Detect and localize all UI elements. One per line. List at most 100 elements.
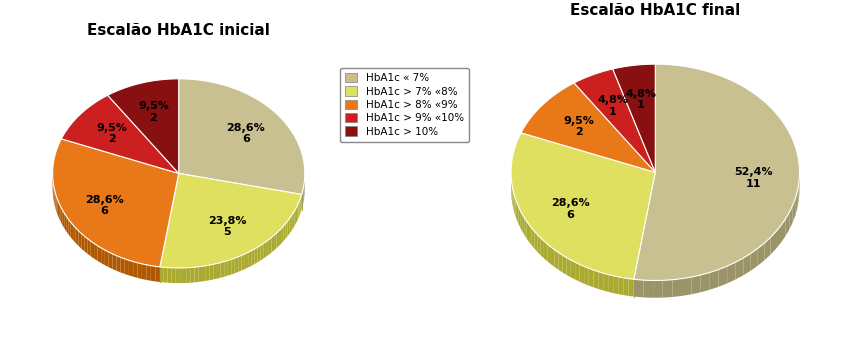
Text: 23,8%
5: 23,8% 5 bbox=[208, 216, 246, 237]
Polygon shape bbox=[672, 279, 682, 297]
Polygon shape bbox=[94, 244, 98, 261]
Polygon shape bbox=[283, 224, 286, 241]
Polygon shape bbox=[209, 264, 214, 280]
Polygon shape bbox=[682, 277, 691, 296]
Title: Escalão HbA1C inicial: Escalão HbA1C inicial bbox=[88, 23, 270, 39]
Polygon shape bbox=[735, 258, 743, 279]
Polygon shape bbox=[299, 200, 300, 218]
Polygon shape bbox=[160, 267, 163, 283]
Polygon shape bbox=[277, 231, 279, 248]
Polygon shape bbox=[613, 64, 655, 172]
Polygon shape bbox=[634, 279, 643, 298]
Polygon shape bbox=[619, 277, 624, 295]
Polygon shape bbox=[248, 251, 251, 268]
Polygon shape bbox=[534, 231, 538, 252]
Polygon shape bbox=[529, 225, 532, 245]
Polygon shape bbox=[231, 258, 235, 275]
Polygon shape bbox=[214, 263, 217, 279]
Polygon shape bbox=[191, 267, 194, 283]
Polygon shape bbox=[544, 241, 547, 261]
Polygon shape bbox=[62, 210, 64, 228]
Polygon shape bbox=[757, 243, 764, 266]
Text: 28,6%
6: 28,6% 6 bbox=[226, 122, 266, 144]
Polygon shape bbox=[251, 249, 254, 266]
Polygon shape bbox=[538, 235, 540, 255]
Polygon shape bbox=[168, 268, 171, 283]
Polygon shape bbox=[289, 216, 291, 234]
Polygon shape bbox=[271, 235, 274, 253]
Polygon shape bbox=[527, 221, 529, 242]
Polygon shape bbox=[513, 191, 514, 212]
Polygon shape bbox=[245, 252, 248, 269]
Polygon shape bbox=[53, 139, 179, 267]
Polygon shape bbox=[183, 268, 186, 283]
Text: 52,4%
11: 52,4% 11 bbox=[734, 167, 773, 189]
Polygon shape bbox=[532, 228, 534, 249]
Polygon shape bbox=[235, 257, 238, 273]
Polygon shape bbox=[156, 266, 160, 282]
Polygon shape bbox=[61, 95, 179, 173]
Polygon shape bbox=[281, 226, 283, 244]
Polygon shape bbox=[614, 276, 619, 294]
Polygon shape bbox=[511, 133, 655, 279]
Polygon shape bbox=[125, 259, 129, 275]
Polygon shape bbox=[101, 248, 105, 265]
Polygon shape bbox=[198, 266, 202, 282]
Polygon shape bbox=[56, 197, 58, 215]
Polygon shape bbox=[76, 228, 78, 246]
Polygon shape bbox=[792, 198, 795, 223]
Polygon shape bbox=[297, 203, 299, 221]
Polygon shape bbox=[743, 253, 751, 275]
Polygon shape bbox=[558, 253, 563, 272]
Polygon shape bbox=[175, 268, 179, 283]
Polygon shape bbox=[146, 265, 151, 281]
Polygon shape bbox=[608, 275, 614, 293]
Polygon shape bbox=[88, 239, 91, 256]
Polygon shape bbox=[254, 247, 258, 264]
Polygon shape bbox=[55, 193, 56, 212]
Polygon shape bbox=[521, 83, 655, 172]
Polygon shape bbox=[78, 231, 82, 248]
Polygon shape bbox=[718, 266, 728, 287]
Polygon shape bbox=[294, 208, 296, 226]
Text: 9,5%
2: 9,5% 2 bbox=[138, 101, 168, 123]
Polygon shape bbox=[91, 241, 94, 259]
Polygon shape bbox=[117, 256, 121, 272]
Polygon shape bbox=[266, 239, 269, 256]
Polygon shape bbox=[764, 237, 770, 260]
Polygon shape bbox=[160, 173, 301, 268]
Polygon shape bbox=[60, 207, 62, 225]
Polygon shape bbox=[71, 222, 73, 240]
Polygon shape bbox=[571, 260, 575, 279]
Polygon shape bbox=[66, 216, 68, 234]
Polygon shape bbox=[260, 244, 263, 261]
Polygon shape bbox=[138, 263, 142, 279]
Polygon shape bbox=[524, 218, 527, 238]
Polygon shape bbox=[795, 191, 797, 216]
Polygon shape bbox=[540, 238, 544, 258]
Polygon shape bbox=[643, 280, 653, 298]
Text: 28,6%
6: 28,6% 6 bbox=[85, 195, 124, 216]
Polygon shape bbox=[238, 255, 242, 272]
Polygon shape bbox=[751, 248, 757, 271]
Polygon shape bbox=[291, 214, 293, 231]
Polygon shape bbox=[279, 228, 281, 246]
Polygon shape bbox=[589, 268, 593, 287]
Polygon shape bbox=[269, 237, 271, 255]
Polygon shape bbox=[129, 260, 134, 277]
Polygon shape bbox=[171, 268, 175, 283]
Polygon shape bbox=[797, 184, 798, 208]
Polygon shape bbox=[263, 242, 266, 259]
Polygon shape bbox=[593, 270, 598, 289]
Polygon shape bbox=[202, 266, 206, 282]
Polygon shape bbox=[179, 268, 183, 283]
Polygon shape bbox=[516, 199, 517, 220]
Polygon shape bbox=[105, 250, 109, 267]
Polygon shape bbox=[584, 266, 589, 286]
Polygon shape bbox=[518, 207, 520, 228]
Polygon shape bbox=[68, 219, 71, 237]
Text: 4,8%
1: 4,8% 1 bbox=[597, 95, 628, 117]
Polygon shape bbox=[142, 264, 146, 280]
Polygon shape bbox=[781, 219, 785, 243]
Polygon shape bbox=[59, 203, 60, 222]
